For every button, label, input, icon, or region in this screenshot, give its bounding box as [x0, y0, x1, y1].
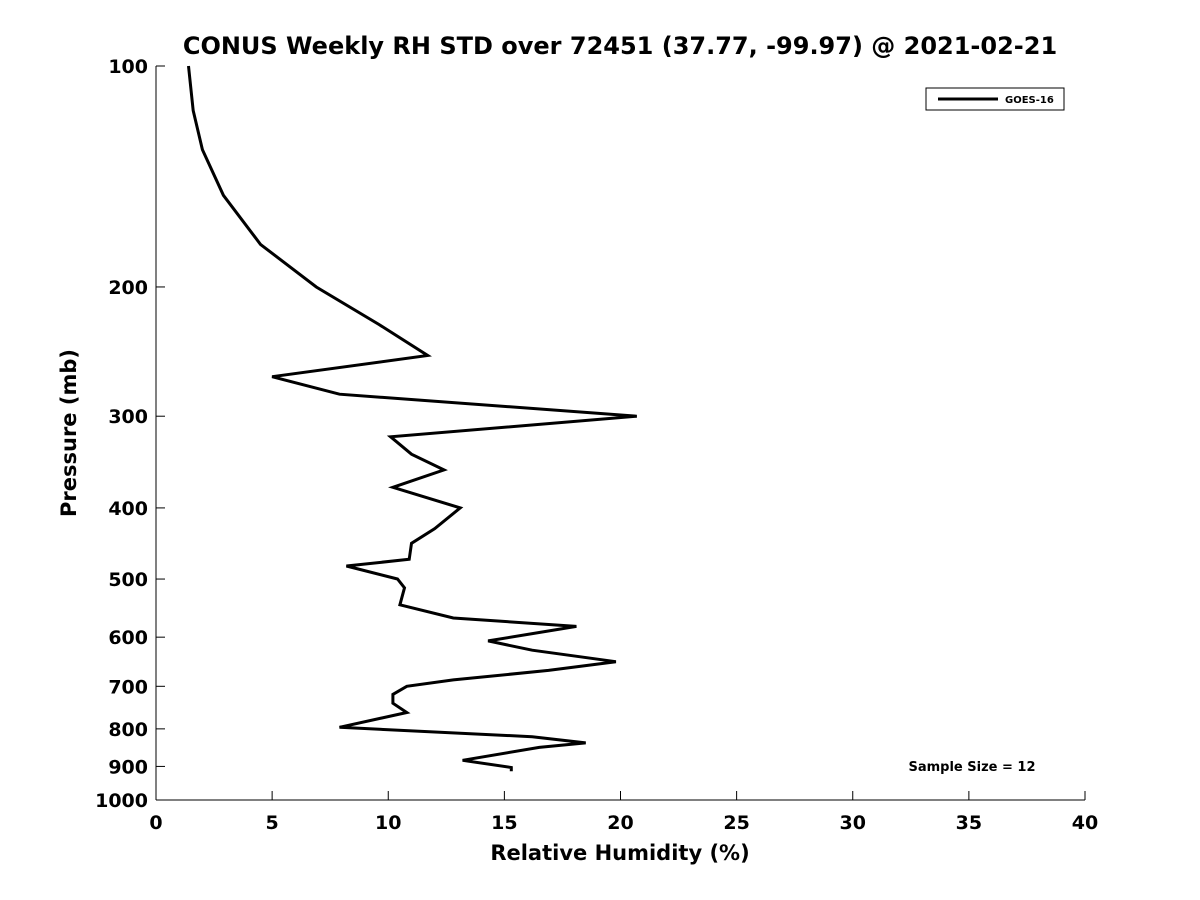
x-tick-label: 5 — [266, 812, 279, 834]
series-line-goes-16 — [187, 65, 637, 772]
legend-label-goes-16: GOES-16 — [1005, 95, 1054, 106]
y-tick-label: 700 — [108, 676, 148, 698]
x-tick-label: 0 — [149, 812, 162, 834]
x-tick-label: 40 — [1072, 812, 1098, 834]
x-ticks: 0 5 10 15 20 25 30 35 40 — [149, 791, 1098, 834]
y-tick-label: 300 — [108, 406, 148, 428]
y-tick-label: 900 — [108, 756, 148, 778]
x-tick-label: 10 — [375, 812, 401, 834]
y-tick-label: 500 — [108, 569, 148, 591]
y-axis-label: Pressure (mb) — [57, 349, 81, 517]
x-tick-label: 15 — [491, 812, 517, 834]
y-tick-label: 400 — [108, 498, 148, 520]
chart-title: CONUS Weekly RH STD over 72451 (37.77, -… — [183, 32, 1057, 60]
x-tick-label: 30 — [840, 812, 866, 834]
series-layer — [187, 65, 637, 772]
x-axis-label: Relative Humidity (%) — [490, 841, 749, 865]
sample-size-annotation: Sample Size = 12 — [908, 760, 1035, 775]
legend: GOES-16 — [925, 87, 1065, 111]
y-tick-label: 600 — [108, 627, 148, 649]
y-tick-label: 800 — [108, 719, 148, 741]
x-tick-label: 20 — [607, 812, 633, 834]
y-tick-label: 200 — [108, 277, 148, 299]
y-ticks: 100 200 300 400 500 600 700 800 900 1000 — [95, 56, 165, 812]
y-tick-label: 1000 — [95, 790, 148, 812]
y-tick-label: 100 — [108, 56, 148, 78]
x-tick-label: 35 — [956, 812, 982, 834]
axes — [155, 66, 1085, 801]
x-tick-label: 25 — [723, 812, 749, 834]
